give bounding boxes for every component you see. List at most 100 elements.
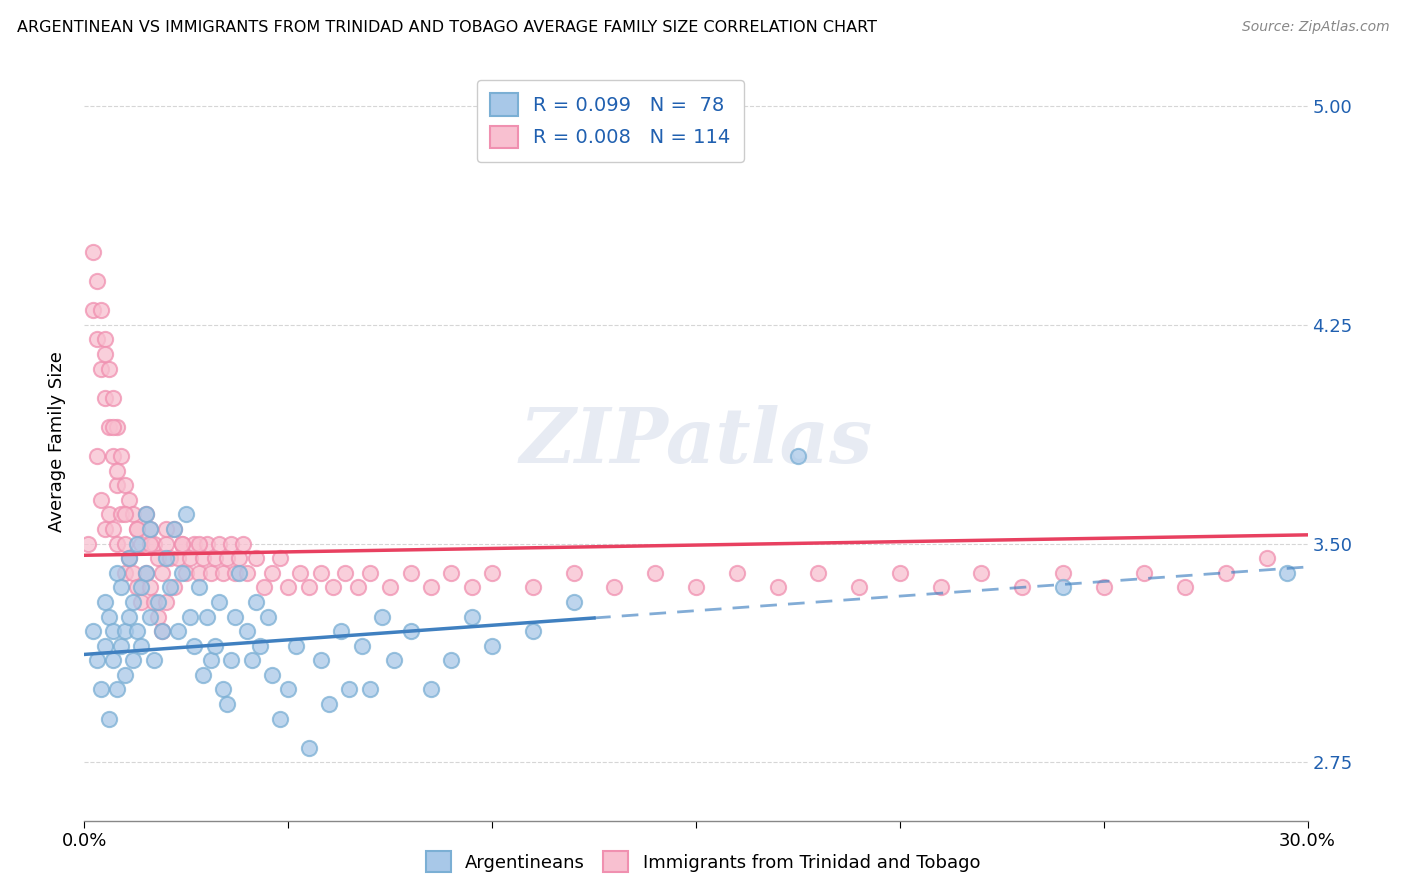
Point	[155, 551, 177, 566]
Point	[339, 682, 361, 697]
Point	[1215, 566, 1237, 580]
Point	[257, 609, 280, 624]
Point	[122, 566, 145, 580]
Point	[93, 595, 115, 609]
Point	[93, 333, 115, 347]
Point	[135, 566, 157, 580]
Point	[200, 566, 222, 580]
Point	[127, 580, 149, 594]
Point	[82, 624, 104, 638]
Point	[562, 595, 585, 609]
Point	[359, 566, 381, 580]
Point	[101, 624, 124, 638]
Point	[131, 536, 153, 550]
Point	[644, 566, 666, 580]
Text: ARGENTINEAN VS IMMIGRANTS FROM TRINIDAD AND TOBAGO AVERAGE FAMILY SIZE CORRELATI: ARGENTINEAN VS IMMIGRANTS FROM TRINIDAD …	[17, 20, 877, 35]
Point	[122, 508, 145, 522]
Y-axis label: Average Family Size: Average Family Size	[48, 351, 66, 532]
Point	[253, 580, 276, 594]
Point	[200, 653, 222, 667]
Point	[138, 580, 160, 594]
Point	[172, 566, 194, 580]
Point	[603, 580, 626, 594]
Point	[318, 697, 340, 711]
Point	[371, 609, 394, 624]
Point	[179, 609, 201, 624]
Point	[481, 639, 503, 653]
Point	[277, 682, 299, 697]
Point	[260, 566, 283, 580]
Point	[187, 580, 209, 594]
Point	[114, 536, 136, 550]
Point	[114, 668, 136, 682]
Point	[260, 668, 283, 682]
Point	[105, 464, 128, 478]
Point	[232, 536, 254, 550]
Point	[382, 653, 405, 667]
Point	[110, 580, 132, 594]
Point	[725, 566, 748, 580]
Point	[163, 580, 186, 594]
Point	[191, 668, 214, 682]
Point	[150, 624, 173, 638]
Point	[290, 566, 312, 580]
Point	[172, 536, 194, 550]
Point	[163, 522, 186, 536]
Point	[204, 639, 226, 653]
Point	[217, 551, 239, 566]
Point	[298, 580, 321, 594]
Point	[212, 682, 235, 697]
Point	[101, 653, 124, 667]
Point	[217, 697, 239, 711]
Point	[522, 624, 544, 638]
Point	[86, 653, 108, 667]
Point	[86, 333, 108, 347]
Point	[929, 580, 952, 594]
Point	[90, 682, 112, 697]
Point	[97, 609, 120, 624]
Point	[135, 508, 157, 522]
Point	[350, 639, 373, 653]
Point	[562, 566, 585, 580]
Point	[167, 624, 190, 638]
Point	[105, 536, 128, 550]
Point	[118, 609, 141, 624]
Point	[163, 522, 186, 536]
Point	[105, 420, 128, 434]
Point	[114, 624, 136, 638]
Point	[167, 551, 190, 566]
Point	[330, 624, 353, 638]
Point	[380, 580, 402, 594]
Point	[110, 508, 132, 522]
Point	[228, 551, 250, 566]
Point	[101, 449, 124, 463]
Point	[440, 653, 463, 667]
Point	[146, 551, 169, 566]
Point	[787, 449, 810, 463]
Point	[155, 522, 177, 536]
Point	[114, 566, 136, 580]
Point	[142, 536, 165, 550]
Point	[359, 682, 381, 697]
Point	[240, 653, 263, 667]
Point	[155, 595, 177, 609]
Point	[86, 274, 108, 288]
Point	[101, 522, 124, 536]
Point	[142, 653, 165, 667]
Point	[101, 420, 124, 434]
Point	[138, 522, 160, 536]
Point	[228, 566, 250, 580]
Point	[97, 712, 120, 726]
Point	[219, 536, 242, 550]
Point	[114, 508, 136, 522]
Point	[135, 566, 157, 580]
Point	[131, 595, 153, 609]
Point	[90, 361, 112, 376]
Point	[970, 566, 993, 580]
Point	[236, 566, 259, 580]
Point	[183, 536, 205, 550]
Point	[889, 566, 911, 580]
Point	[127, 536, 149, 550]
Point	[122, 653, 145, 667]
Point	[77, 536, 100, 550]
